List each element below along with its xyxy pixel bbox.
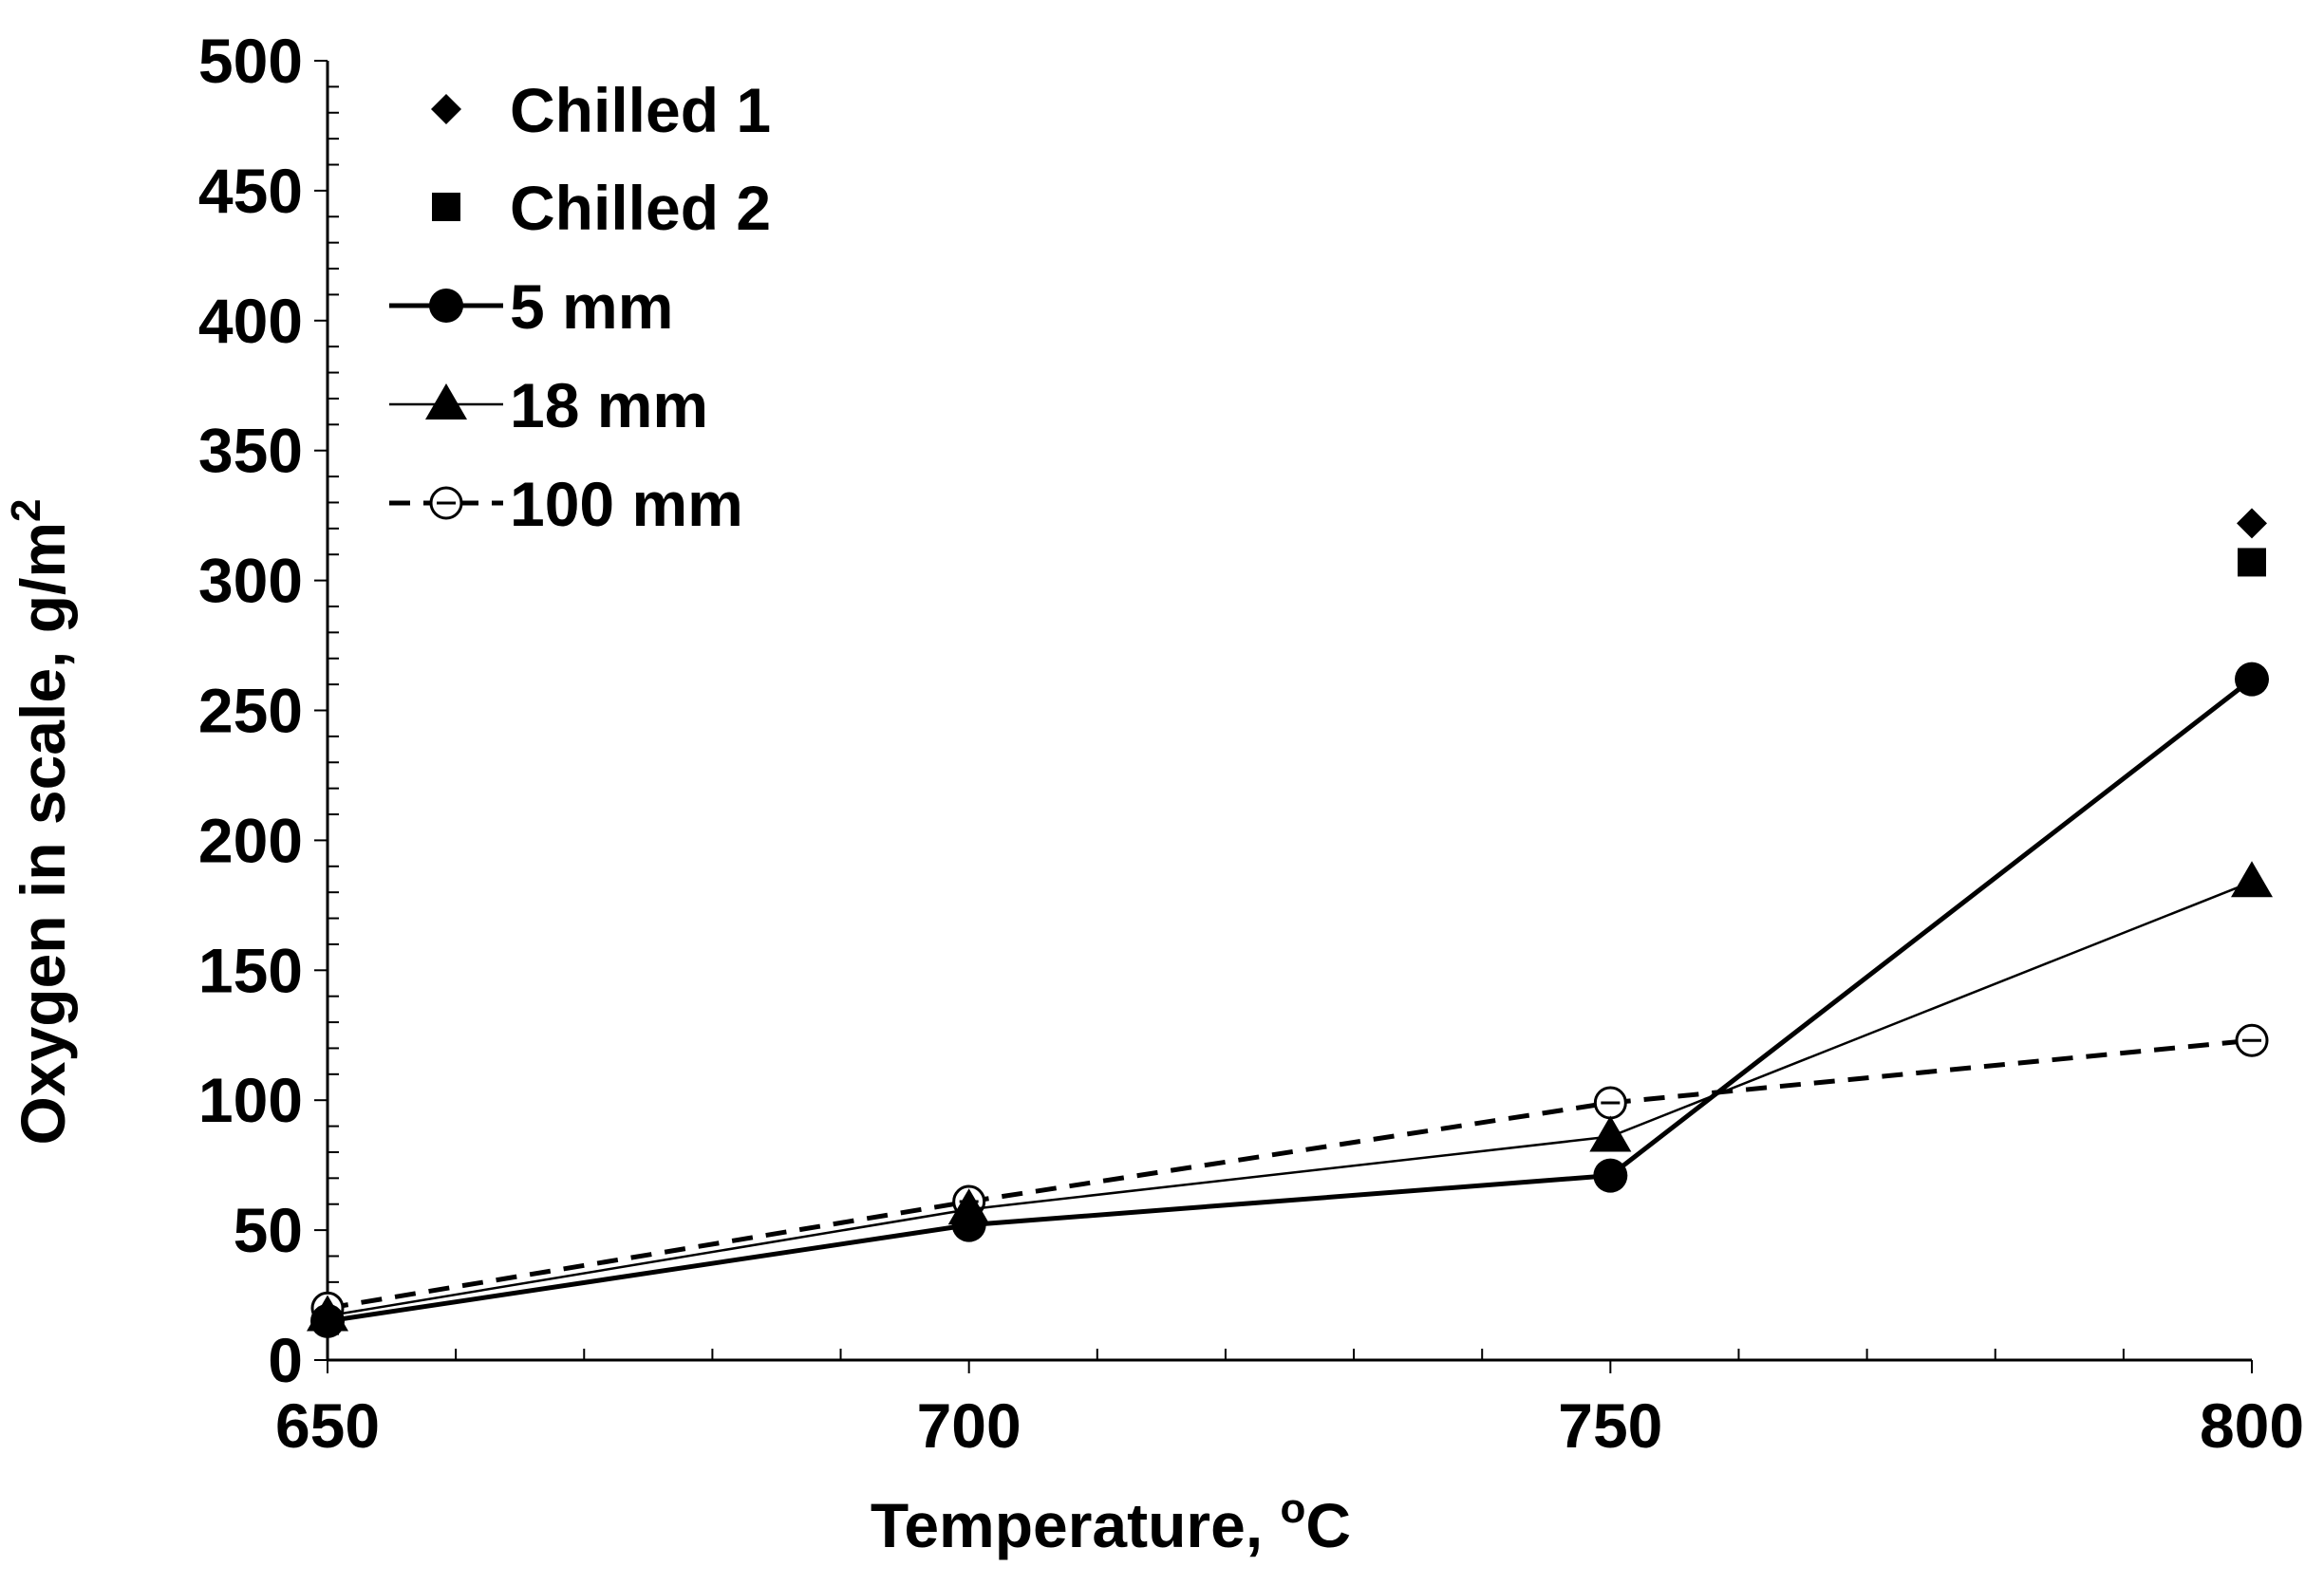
legend-marker <box>429 289 463 323</box>
y-tick-label: 300 <box>198 546 303 616</box>
series-layer <box>307 508 2273 1338</box>
data-point <box>2237 508 2267 539</box>
data-point <box>1589 1115 1632 1152</box>
y-tick-label: 500 <box>198 26 303 96</box>
y-tick-label: 50 <box>234 1195 303 1265</box>
x-tick-label: 800 <box>2200 1390 2304 1461</box>
x-axis-title-text: Temperature, <box>871 1490 1281 1560</box>
y-axis-title: Oxygen in scale, g/m2 <box>3 498 78 1145</box>
x-tick-label: 650 <box>275 1390 380 1461</box>
legend: Chilled 1 Chilled 2 5 mm 18 mm 100 mm <box>389 75 771 539</box>
series-line <box>327 881 2253 1317</box>
y-axis-title-text: Oxygen in scale, g/m <box>8 522 78 1146</box>
series-chilled-2 <box>2238 548 2266 577</box>
data-point <box>2235 662 2269 697</box>
legend-label: 100 mm <box>510 469 743 539</box>
series-line <box>327 677 2254 1324</box>
x-axis-title-unit: C <box>1305 1490 1351 1560</box>
y-tick-label: 150 <box>198 935 303 1005</box>
y-axis-title-superscript: 2 <box>3 498 49 521</box>
legend-label: 18 mm <box>510 370 708 440</box>
legend-label: 5 mm <box>510 271 673 342</box>
legend-label: Chilled 1 <box>510 75 771 145</box>
y-tick-label: 100 <box>198 1065 303 1135</box>
legend-item: Chilled 1 <box>431 75 771 145</box>
legend-marker <box>425 383 467 420</box>
data-point <box>2238 548 2266 577</box>
legend-marker <box>429 486 463 520</box>
data-point <box>1593 1158 1628 1193</box>
data-point <box>310 1303 345 1338</box>
y-tick-label: 450 <box>198 156 303 226</box>
y-tick-label: 0 <box>268 1325 303 1395</box>
x-tick-label: 700 <box>917 1390 1021 1461</box>
legend-item: 18 mm <box>389 370 708 440</box>
legend-label: Chilled 2 <box>510 173 771 243</box>
y-tick-label: 200 <box>198 805 303 875</box>
y-tick-label: 250 <box>198 676 303 746</box>
x-tick-label: 750 <box>1558 1390 1662 1461</box>
axes: 0 50 100 150 200 250 300 350 400 450 500 650 700 750 8… <box>198 26 2304 1461</box>
legend-item: Chilled 2 <box>432 173 771 243</box>
x-axis-title: Temperature, oC <box>871 1485 1351 1560</box>
data-point <box>2231 861 2273 898</box>
legend-marker <box>431 94 461 124</box>
legend-marker <box>432 193 460 221</box>
legend-item: 5 mm <box>389 271 673 342</box>
series-line <box>327 1037 2253 1311</box>
data-point <box>1593 1086 1627 1120</box>
data-point <box>2235 1023 2269 1057</box>
y-tick-label: 350 <box>198 416 303 486</box>
legend-item: 100 mm <box>389 469 743 539</box>
data-point <box>951 1207 986 1242</box>
series-chilled-1 <box>2237 508 2267 539</box>
x-axis-title-superscript: o <box>1281 1485 1306 1532</box>
y-tick-label: 400 <box>198 286 303 356</box>
series-5-mm <box>310 662 2269 1338</box>
